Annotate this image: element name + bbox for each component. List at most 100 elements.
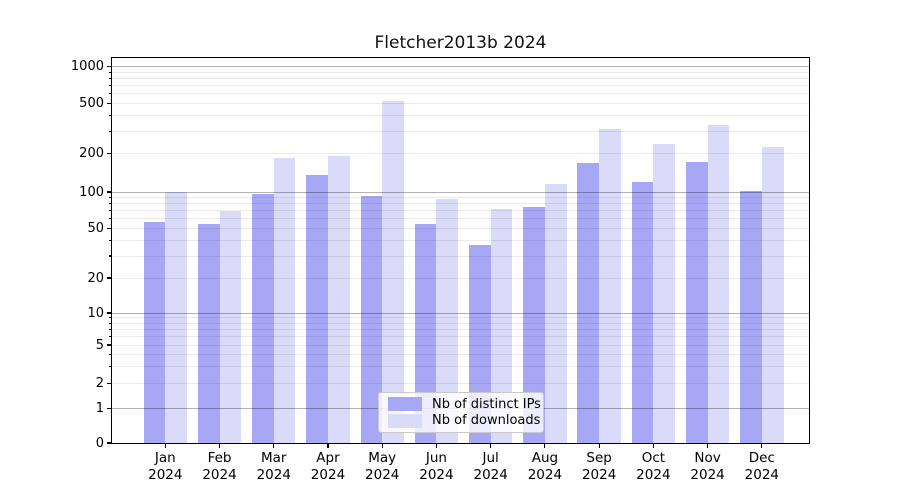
legend-swatch-downloads [388,414,422,428]
y-minor-tick-mark [108,239,111,242]
gridline-minor [112,353,809,355]
gridline-major [112,191,809,193]
bar-downloads [761,147,784,443]
x-tick-label-month: Sep [586,450,612,466]
bar-distinct-ips [197,224,220,443]
gridline-minor [112,210,809,212]
x-tick-label: Nov 2024 [676,450,740,484]
x-tick-mark [490,444,492,449]
bar-downloads [436,198,459,443]
x-tick-label-year: 2024 [690,467,725,483]
x-tick-label-month: Dec [748,450,775,466]
bar-distinct-ips [685,161,708,443]
y-tick-mark [106,344,111,346]
x-tick-label-year: 2024 [744,467,779,483]
y-tick-label: 100 [79,184,104,200]
x-tick-label-month: Jun [425,450,447,466]
y-tick-mark [106,312,111,314]
spine-top [110,56,811,58]
x-tick-label-year: 2024 [636,467,671,483]
x-tick-label: Apr 2024 [296,450,360,484]
legend-swatch-distinct-ips [388,397,422,411]
y-tick-label: 0 [95,435,104,451]
x-tick-mark [652,444,654,449]
spine-bottom [110,443,811,445]
x-tick-label-month: Mar [261,450,287,466]
x-tick-label-year: 2024 [473,467,508,483]
gridline-minor [112,93,809,95]
y-minor-tick-mark [108,130,111,132]
y-minor-tick-mark [108,196,111,199]
plot-area [112,58,809,443]
bar-distinct-ips [740,190,762,443]
x-tick-label-month: Aug [531,450,559,466]
bar-downloads [544,184,567,443]
x-tick-mark [707,444,709,449]
x-tick-mark [435,444,438,449]
x-tick-label-month: Feb [207,450,232,466]
x-tick-label: Jun 2024 [404,450,468,484]
y-tick-mark [106,102,111,105]
bar-downloads [219,210,242,443]
gridline-minor [112,203,809,205]
gridline-minor [112,336,809,338]
y-tick-label: 10 [87,305,104,321]
legend-item: Nb of downloads [388,413,541,429]
y-minor-tick-mark [108,115,111,117]
y-tick-mark [106,227,111,230]
y-tick-mark [106,382,111,385]
x-tick-label: Aug 2024 [513,450,577,484]
y-minor-tick-mark [108,77,111,79]
y-minor-tick-mark [108,365,111,368]
gridline-minor [112,255,809,257]
chart-title: Fletcher2013b 2024 [374,33,547,53]
legend-label: Nb of downloads [432,413,541,429]
bar-distinct-ips [523,207,545,443]
legend-item: Nb of distinct IPs [388,397,541,412]
x-tick-label: Jul 2024 [459,450,523,484]
y-minor-tick-mark [108,353,111,355]
bar-downloads [165,192,187,443]
x-tick-mark [381,444,383,449]
y-tick-mark [106,277,111,279]
spine-right [809,56,811,445]
x-tick-label-month: Nov [694,450,721,466]
x-tick-label-year: 2024 [365,467,400,483]
spine-left [110,56,112,445]
x-tick-label: May 2024 [350,450,414,484]
bar-downloads [273,157,296,443]
bar-downloads [599,128,621,443]
bar-distinct-ips [360,195,383,443]
legend: Nb of distinct IPs Nb of downloads [378,392,544,433]
gridline-minor [112,218,809,220]
x-tick-mark [598,444,600,449]
gridline-minor [112,328,809,330]
gridline-minor [112,71,809,73]
x-tick-label-year: 2024 [256,467,291,483]
x-tick-label: Jan 2024 [133,450,197,484]
x-tick-label: Dec 2024 [730,450,794,484]
gridline-minor [112,240,809,242]
x-tick-label-year: 2024 [310,467,346,483]
y-minor-tick-mark [108,84,111,87]
bar-downloads [707,125,730,443]
y-tick-mark [106,65,111,68]
bar-downloads [327,156,350,443]
bar-downloads [382,101,404,443]
x-tick-label-month: Jan [154,450,176,466]
legend-label: Nb of distinct IPs [432,396,541,412]
y-minor-tick-mark [108,203,111,205]
gridline-minor [112,277,809,279]
y-tick-mark [106,407,111,409]
gridline-minor [112,344,809,346]
y-tick-mark [106,191,111,193]
bar-distinct-ips [252,193,274,443]
y-tick-label: 1 [95,400,104,416]
bar-distinct-ips [306,175,328,443]
gridline-minor [112,365,809,367]
gridline-minor [112,77,809,79]
y-minor-tick-mark [108,255,111,257]
gridline-minor [112,228,809,229]
bar-downloads [653,143,676,443]
